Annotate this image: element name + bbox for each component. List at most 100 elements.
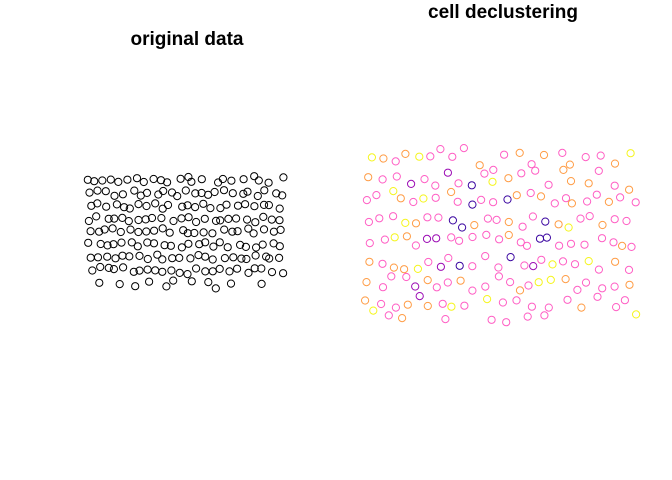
- data-point: [267, 268, 277, 277]
- data-point: [566, 177, 576, 186]
- data-point: [183, 270, 192, 279]
- data-point: [583, 197, 592, 206]
- data-point: [377, 299, 386, 309]
- data-point: [512, 296, 521, 305]
- data-point: [208, 255, 217, 264]
- data-point: [432, 234, 441, 243]
- data-point: [455, 261, 464, 270]
- data-point: [201, 252, 210, 261]
- data-point: [384, 311, 393, 320]
- data-point: [580, 240, 589, 249]
- data-point: [215, 264, 224, 273]
- data-point: [109, 240, 118, 249]
- data-point: [448, 216, 457, 225]
- data-point: [135, 251, 144, 260]
- data-point: [228, 189, 237, 198]
- data-point: [558, 257, 568, 266]
- data-point: [98, 176, 107, 185]
- data-point: [101, 187, 110, 196]
- data-point: [250, 202, 259, 211]
- data-point: [454, 179, 463, 188]
- data-point: [184, 213, 193, 222]
- data-point: [178, 202, 187, 211]
- data-point: [438, 299, 447, 308]
- data-point: [526, 188, 535, 198]
- data-point: [259, 225, 269, 234]
- data-point: [487, 315, 496, 324]
- data-point: [111, 254, 120, 263]
- data-point: [401, 149, 410, 158]
- data-point: [236, 240, 245, 249]
- data-point: [468, 286, 477, 295]
- data-point: [411, 241, 420, 250]
- data-point: [492, 215, 501, 224]
- data-point: [103, 252, 112, 261]
- data-point: [520, 261, 529, 270]
- data-point: [500, 150, 509, 159]
- data-point: [419, 194, 428, 203]
- data-point: [529, 262, 538, 271]
- data-point: [409, 197, 418, 207]
- data-point: [573, 285, 582, 294]
- data-point: [118, 190, 128, 199]
- data-point: [380, 235, 389, 244]
- data-point: [204, 278, 213, 287]
- data-point: [411, 282, 420, 291]
- data-point: [158, 255, 167, 264]
- data-point: [227, 176, 236, 185]
- data-point: [181, 186, 190, 195]
- data-point: [158, 204, 167, 213]
- data-point: [423, 213, 432, 222]
- data-point: [115, 280, 124, 289]
- data-point: [257, 279, 266, 288]
- data-point: [369, 306, 378, 315]
- data-point: [249, 229, 258, 238]
- data-point: [168, 254, 177, 263]
- data-point: [267, 215, 276, 224]
- data-point: [489, 165, 498, 174]
- data-point: [166, 241, 175, 250]
- data-point: [548, 260, 557, 269]
- data-point: [239, 175, 248, 184]
- data-point: [506, 278, 515, 287]
- data-point: [258, 240, 267, 249]
- data-point: [167, 266, 176, 275]
- data-point: [531, 166, 540, 175]
- data-point: [200, 214, 209, 223]
- data-point: [124, 217, 133, 226]
- data-point: [211, 284, 220, 293]
- data-point: [214, 178, 223, 187]
- data-point: [169, 276, 178, 285]
- data-point: [415, 292, 424, 301]
- data-point: [391, 303, 400, 312]
- data-point: [483, 214, 492, 223]
- data-point: [275, 242, 284, 251]
- data-point: [84, 216, 94, 226]
- data-point: [576, 214, 585, 223]
- data-point: [117, 238, 126, 247]
- data-point: [191, 203, 200, 212]
- data-point: [179, 226, 188, 235]
- data-point: [257, 264, 266, 273]
- data-point: [431, 193, 440, 202]
- data-point: [620, 296, 630, 305]
- data-point: [92, 212, 101, 221]
- data-point: [515, 286, 525, 295]
- data-point: [175, 268, 184, 277]
- data-point: [226, 279, 236, 288]
- data-point: [379, 154, 388, 163]
- data-point: [228, 227, 237, 236]
- data-point: [518, 222, 527, 231]
- data-point: [215, 238, 224, 247]
- data-point: [447, 302, 456, 311]
- data-point: [201, 267, 210, 276]
- data-point: [160, 241, 169, 250]
- data-point: [241, 200, 250, 209]
- data-point: [482, 230, 491, 239]
- data-point: [522, 241, 532, 250]
- data-point: [535, 234, 545, 243]
- data-point: [216, 204, 225, 213]
- data-point: [154, 190, 163, 199]
- data-point: [103, 241, 112, 250]
- data-point: [242, 254, 251, 264]
